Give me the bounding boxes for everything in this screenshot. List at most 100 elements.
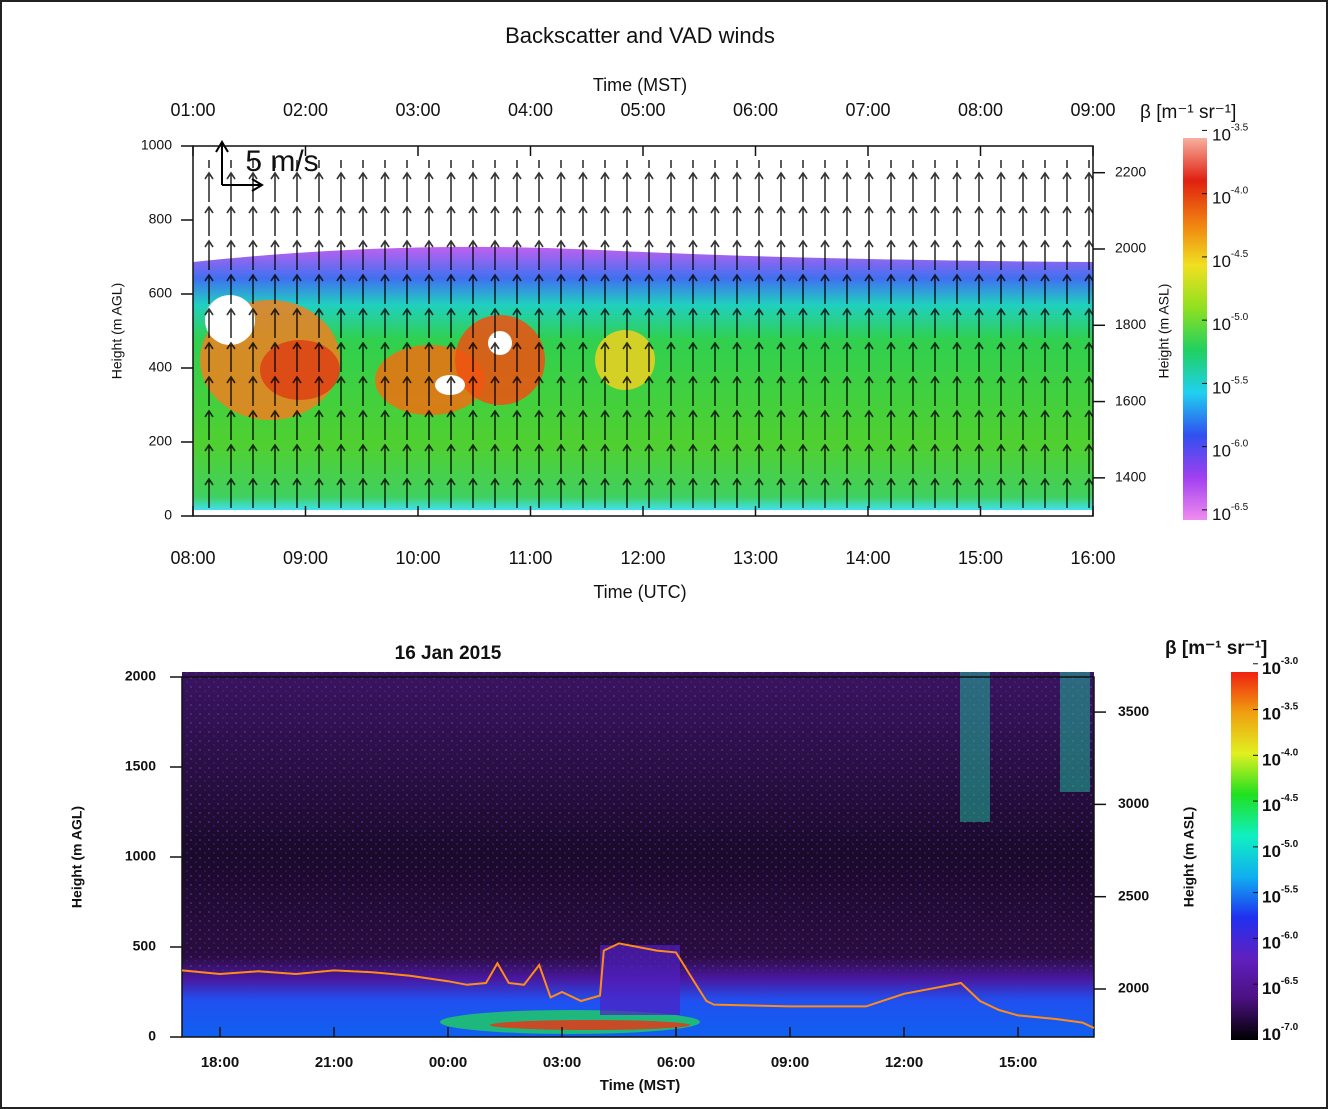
y-tick-label: 1000 [141, 137, 172, 153]
x2-tick-label: 09:00 [1070, 100, 1115, 120]
y-tick-label: 0 [148, 1028, 156, 1044]
y-tick-label: 400 [149, 359, 173, 375]
chart-title: 16 Jan 2015 [395, 643, 502, 664]
colorbar [1231, 672, 1258, 1040]
y-tick-label: 2000 [125, 668, 156, 684]
colorbar-tick-label: 10-5.0 [1262, 838, 1299, 861]
colorbar-exponent: -3.0 [1281, 655, 1299, 666]
colorbar-base: 10 [1262, 842, 1281, 861]
y-tick-label: 200 [149, 433, 173, 449]
y-tick-label: 600 [149, 285, 173, 301]
colorbar-base: 10 [1262, 797, 1281, 816]
colorbar-exponent: -3.5 [1281, 701, 1299, 712]
colorbar-tick-label: 10-4.5 [1262, 793, 1299, 816]
y-tick-label: 1500 [125, 758, 156, 774]
x2-tick-label: 06:00 [733, 100, 778, 120]
x2-tick-label: 07:00 [845, 100, 890, 120]
chart-title: Backscatter and VAD winds [505, 23, 775, 48]
x-tick-label: 18:00 [201, 1054, 239, 1071]
top-field [193, 140, 1093, 510]
y-tick-label: 800 [149, 211, 173, 227]
x-tick-label: 08:00 [170, 548, 215, 568]
x2-tick-label: 04:00 [508, 100, 553, 120]
y2-tick-label: 2000 [1115, 240, 1146, 256]
x-tick-label: 03:00 [543, 1054, 581, 1071]
x2-tick-label: 01:00 [170, 100, 215, 120]
x-tick-label: 15:00 [999, 1054, 1037, 1071]
colorbar-exponent: -6.0 [1231, 438, 1249, 449]
y-tick-label: 500 [133, 938, 157, 954]
colorbar [1183, 138, 1207, 520]
x-tick-label: 12:00 [885, 1054, 923, 1071]
x-tick-label: 15:00 [958, 548, 1003, 568]
colorbar-tick-label: 10-3.5 [1212, 122, 1249, 145]
x2-tick-label: 05:00 [620, 100, 665, 120]
colorbar-tick-label: 10-4.0 [1262, 747, 1299, 770]
colorbar-base: 10 [1212, 189, 1231, 208]
colorbar-exponent: -5.5 [1281, 884, 1299, 895]
colorbar-tick-label: 10-5.5 [1262, 884, 1299, 907]
colorbar-exponent: -6.0 [1281, 930, 1299, 941]
x-tick-label: 14:00 [845, 548, 890, 568]
colorbar-tick-label: 10-6.5 [1212, 502, 1249, 525]
y2-tick-label: 3000 [1118, 795, 1149, 811]
panel: 16 Jan 2015 Time (MST) Height (m AGL) Heigh… [69, 638, 1299, 1094]
colorbar-tick-label: 10-4.0 [1212, 185, 1249, 208]
colorbar-base: 10 [1262, 705, 1281, 724]
y2-tick-label: 1600 [1115, 392, 1146, 408]
x-axis-label: Time (MST) [600, 1077, 681, 1094]
colorbar-tick-label: 10-5.5 [1212, 375, 1249, 398]
colorbar-base: 10 [1262, 980, 1281, 999]
colorbar-base: 10 [1262, 659, 1281, 678]
colorbar-tick-label: 10-6.0 [1212, 438, 1249, 461]
colorbar-tick-label: 10-7.0 [1262, 1022, 1299, 1045]
colorbar-base: 10 [1262, 1025, 1281, 1044]
boundary-layer-line [181, 942, 1095, 1029]
colorbar-base: 10 [1212, 126, 1231, 145]
y2-axis-label: Height (m ASL) [1156, 284, 1172, 379]
colorbar-exponent: -4.5 [1281, 793, 1299, 804]
x2-axis-label: Time (MST) [593, 75, 687, 95]
colorbar-base: 10 [1262, 751, 1281, 770]
x-tick-label: 06:00 [657, 1054, 695, 1071]
y-axis-label: Height (m AGL) [109, 283, 125, 379]
colorbar-base: 10 [1212, 379, 1231, 398]
x-tick-label: 16:00 [1070, 548, 1115, 568]
bottom-field [182, 672, 1094, 1037]
colorbar-exponent: -7.0 [1281, 1022, 1299, 1033]
y2-tick-label: 2200 [1115, 163, 1146, 179]
y2-axis-label: Height (m ASL) [1181, 807, 1197, 908]
colorbar-label: β [m⁻¹ sr⁻¹] [1140, 102, 1236, 123]
panel: Backscatter and VAD winds Time (UTC) Heigh… [109, 23, 1249, 602]
y-axis-label: Height (m AGL) [69, 806, 85, 908]
x2-tick-label: 03:00 [395, 100, 440, 120]
colorbar-exponent: -5.0 [1231, 312, 1249, 323]
y-tick-label: 0 [164, 507, 172, 523]
colorbar-exponent: -5.0 [1281, 838, 1299, 849]
colorbar-exponent: -5.5 [1231, 375, 1249, 386]
colorbar-base: 10 [1262, 934, 1281, 953]
annotation: 5 m/s [245, 145, 318, 178]
colorbar-base: 10 [1212, 505, 1231, 524]
x2-tick-label: 08:00 [958, 100, 1003, 120]
x-tick-label: 09:00 [771, 1054, 809, 1071]
y2-tick-label: 1400 [1115, 469, 1146, 485]
x-tick-label: 10:00 [395, 548, 440, 568]
colorbar-exponent: -6.5 [1281, 976, 1299, 987]
x-tick-label: 00:00 [429, 1054, 467, 1071]
x-tick-label: 09:00 [283, 548, 328, 568]
colorbar-tick-label: 10-3.0 [1262, 655, 1299, 678]
colorbar-tick-label: 10-3.5 [1262, 701, 1299, 724]
x2-tick-label: 02:00 [283, 100, 328, 120]
colorbar-tick-label: 10-4.5 [1212, 249, 1249, 272]
colorbar-label: β [m⁻¹ sr⁻¹] [1165, 638, 1267, 659]
y-tick-label: 1000 [125, 848, 156, 864]
colorbar-base: 10 [1212, 442, 1231, 461]
colorbar-tick-label: 10-5.0 [1212, 312, 1249, 335]
colorbar-base: 10 [1212, 252, 1231, 271]
colorbar-exponent: -3.5 [1231, 122, 1249, 133]
colorbar-tick-label: 10-6.0 [1262, 930, 1299, 953]
y2-tick-label: 3500 [1118, 703, 1149, 719]
